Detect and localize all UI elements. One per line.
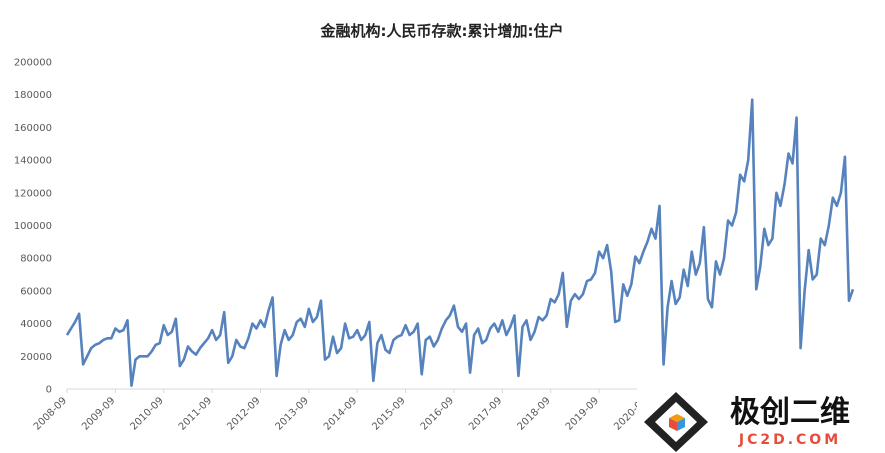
x-tick-label: 2011-09: [177, 395, 214, 432]
x-tick-label: 2014-09: [322, 395, 359, 432]
y-tick-label: 200000: [14, 58, 52, 69]
y-tick-label: 140000: [14, 156, 52, 167]
x-tick-label: 2012-09: [225, 395, 262, 432]
series-line: [65, 98, 855, 388]
y-tick-label: 180000: [14, 90, 52, 101]
y-tick-label: 20000: [20, 352, 52, 363]
watermark-name: 极创二维: [730, 395, 850, 430]
y-tick-label: 100000: [14, 221, 52, 232]
y-tick-label: 120000: [14, 188, 52, 199]
x-tick-label: 2015-09: [370, 395, 407, 432]
watermark: 极创二维 JC2D.COM: [637, 386, 885, 453]
y-tick-label: 160000: [14, 123, 52, 134]
x-tick-label: 2018-09: [515, 395, 552, 432]
x-tick-label: 2008-09: [32, 395, 69, 432]
y-tick-label: 0: [46, 385, 52, 396]
x-tick-label: 2013-09: [274, 395, 311, 432]
logo-left: [669, 418, 677, 431]
x-tick-label: 2019-09: [564, 395, 601, 432]
x-tick-label: 2017-09: [467, 395, 504, 432]
y-tick-label: 40000: [20, 319, 52, 330]
x-tick-label: 2016-09: [419, 395, 456, 432]
logo-right: [677, 418, 685, 431]
x-tick-label: 2009-09: [80, 395, 117, 432]
y-tick-label: 60000: [20, 286, 52, 297]
x-tick-label: 2010-09: [129, 395, 166, 432]
watermark-url: JC2D.COM: [738, 432, 841, 448]
y-tick-label: 80000: [20, 254, 52, 265]
chart-title: 金融机构:人民币存款:累计增加:住户: [320, 22, 564, 40]
